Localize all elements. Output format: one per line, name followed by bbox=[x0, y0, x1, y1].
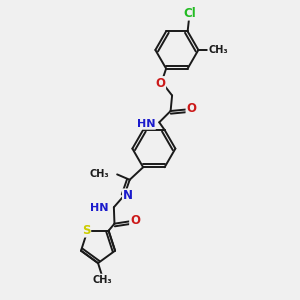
Text: O: O bbox=[187, 102, 196, 115]
Text: HN: HN bbox=[90, 203, 109, 213]
Text: CH₃: CH₃ bbox=[92, 274, 112, 284]
Text: S: S bbox=[82, 224, 90, 237]
Text: CH₃: CH₃ bbox=[208, 45, 228, 55]
Text: O: O bbox=[155, 77, 165, 90]
Text: Cl: Cl bbox=[183, 7, 196, 20]
Text: N: N bbox=[123, 189, 133, 203]
Text: CH₃: CH₃ bbox=[89, 169, 109, 178]
Text: HN: HN bbox=[136, 119, 155, 129]
Text: O: O bbox=[130, 214, 140, 227]
